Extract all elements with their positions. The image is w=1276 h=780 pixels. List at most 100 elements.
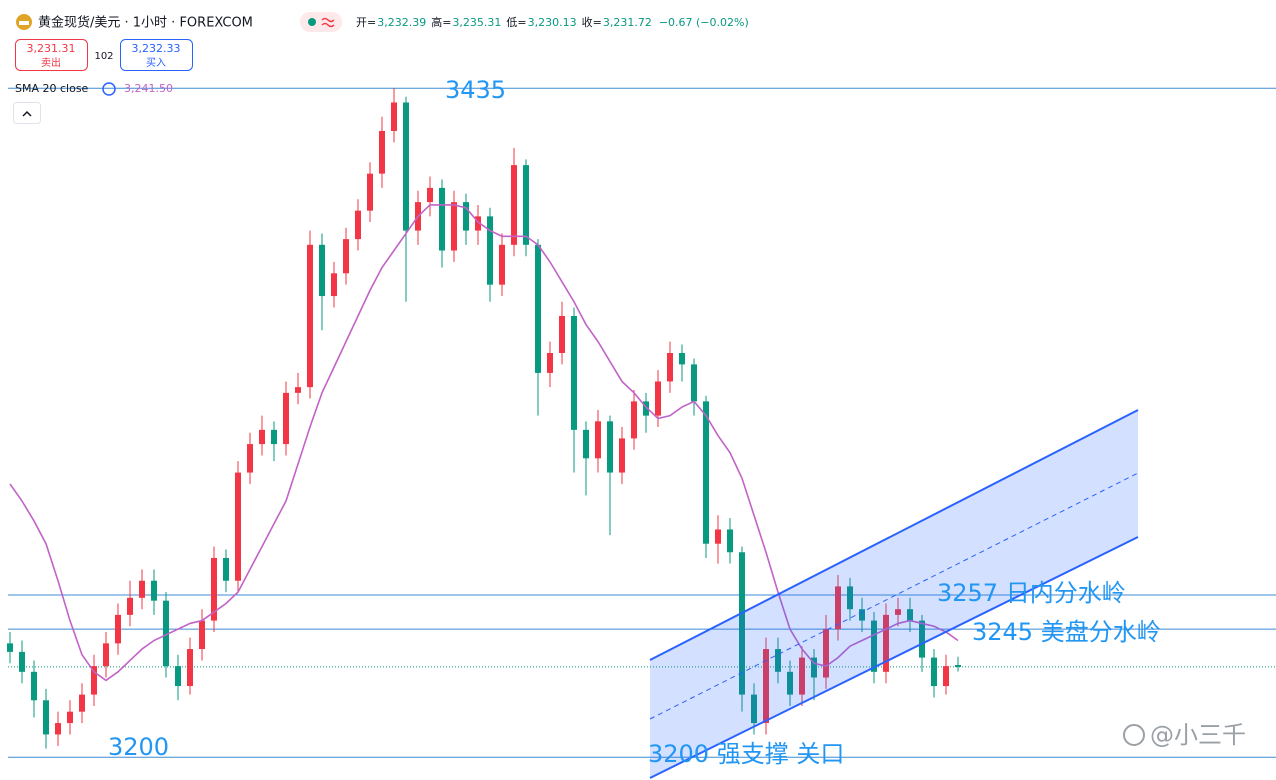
candle-body [859, 609, 865, 621]
candle-body [691, 364, 697, 402]
candle-body [403, 102, 409, 231]
candle-body [163, 600, 169, 667]
candle-body [715, 529, 721, 544]
channel-upper [649, 409, 1139, 661]
sell-label: 卖出 [41, 56, 61, 69]
buy-price: 3,232.33 [132, 42, 181, 55]
candle-body [895, 609, 901, 615]
candle-body [43, 700, 49, 735]
ohlc-label: 低= [506, 16, 526, 29]
candle-body [823, 629, 829, 678]
candle-body [115, 614, 121, 644]
candle-body [559, 315, 565, 353]
candle-body [871, 620, 877, 672]
candle-body [667, 352, 673, 382]
candle-body [643, 401, 649, 416]
candle-body [55, 723, 61, 735]
candle-body [955, 665, 961, 667]
status-pill [300, 12, 342, 32]
buy-label: 买入 [146, 57, 166, 69]
plot-area [7, 87, 1276, 758]
candle-body [919, 620, 925, 658]
symbol-title[interactable]: 黄金现货/美元 · 1小时 · FOREXCOM [38, 15, 253, 31]
watermark: @小三千 [1150, 721, 1246, 749]
symbol-icon-bar [19, 21, 29, 25]
candle-body [727, 529, 733, 553]
candle-body [811, 657, 817, 678]
candle-body [259, 429, 265, 445]
candle-body [751, 694, 757, 724]
candle-body [655, 381, 661, 416]
candle-body [67, 711, 73, 724]
candle-body [631, 401, 637, 439]
candle-body [247, 444, 253, 473]
ohlc-legend: 开= 3,232.39 高= 3,235.31 低= 3,230.13 收= 3,231.72 [356, 15, 652, 29]
candle-body [19, 651, 25, 672]
candle-body [139, 580, 145, 598]
candle-body [7, 643, 13, 652]
candle-body [607, 421, 613, 473]
candle-body [463, 202, 469, 231]
channel-lower [649, 536, 1139, 779]
candle-body [799, 657, 805, 695]
annotation: 3200 强支撑 关口 [648, 740, 844, 768]
collapse-icon [22, 110, 32, 117]
watermark-logo [1123, 724, 1145, 746]
candle-body [739, 552, 745, 695]
candle-body [271, 429, 277, 445]
candle-body [427, 187, 433, 203]
candle-body [847, 586, 853, 610]
level-label: 3200 [108, 733, 169, 761]
ohlc-value: 3,235.31 [452, 16, 501, 29]
indicator-name[interactable]: SMA 20 close [15, 82, 89, 95]
candle-body [319, 244, 325, 297]
market-status [308, 18, 316, 26]
candle-body [343, 239, 349, 274]
candle-body [103, 643, 109, 667]
candle-body [583, 429, 589, 459]
ohlc-label: 开= [356, 16, 376, 29]
candle-body [451, 202, 457, 251]
spread: 102 [94, 51, 113, 62]
level-label: 3435 [445, 76, 506, 104]
candle-body [439, 187, 445, 251]
sma-line [9, 204, 959, 682]
sell-button[interactable] [15, 39, 88, 71]
candle-body [571, 315, 577, 430]
candle-body [223, 557, 229, 581]
candle-body [595, 421, 601, 459]
candle-body [367, 173, 373, 211]
candle-body [127, 597, 133, 615]
candle-body [355, 210, 361, 240]
candle-body [31, 671, 37, 701]
level-label: 3245 美盘分水岭 [972, 618, 1161, 646]
candle-body [391, 102, 397, 131]
indicator-value: 3,241.50 [124, 82, 173, 95]
candle-body [835, 586, 841, 630]
candle-body [619, 438, 625, 473]
ohlc-label: 收= [582, 15, 602, 29]
candle-body [295, 387, 301, 393]
candle-body [331, 273, 337, 297]
candle-body [787, 671, 793, 695]
candle-body [763, 649, 769, 724]
candle-body [199, 620, 205, 650]
candle-body [883, 614, 889, 672]
candle-body [523, 165, 529, 245]
candle-body [547, 352, 553, 373]
sell-price: 3,231.31 [27, 42, 76, 55]
candle-body [679, 352, 685, 365]
buy-button[interactable] [120, 39, 193, 71]
candle-body [187, 649, 193, 687]
candle-body [79, 694, 85, 712]
indicator-icon[interactable] [102, 82, 116, 96]
ohlc-value: 3,232.39 [377, 16, 426, 29]
candle-body [499, 244, 505, 285]
ohlc-value: 3,231.72 [603, 16, 652, 29]
candle-body [511, 165, 517, 245]
channel-middle [649, 472, 1139, 720]
ohlc-label: 高= [431, 15, 451, 29]
candle-body [91, 666, 97, 695]
channel-fill [650, 410, 1138, 778]
